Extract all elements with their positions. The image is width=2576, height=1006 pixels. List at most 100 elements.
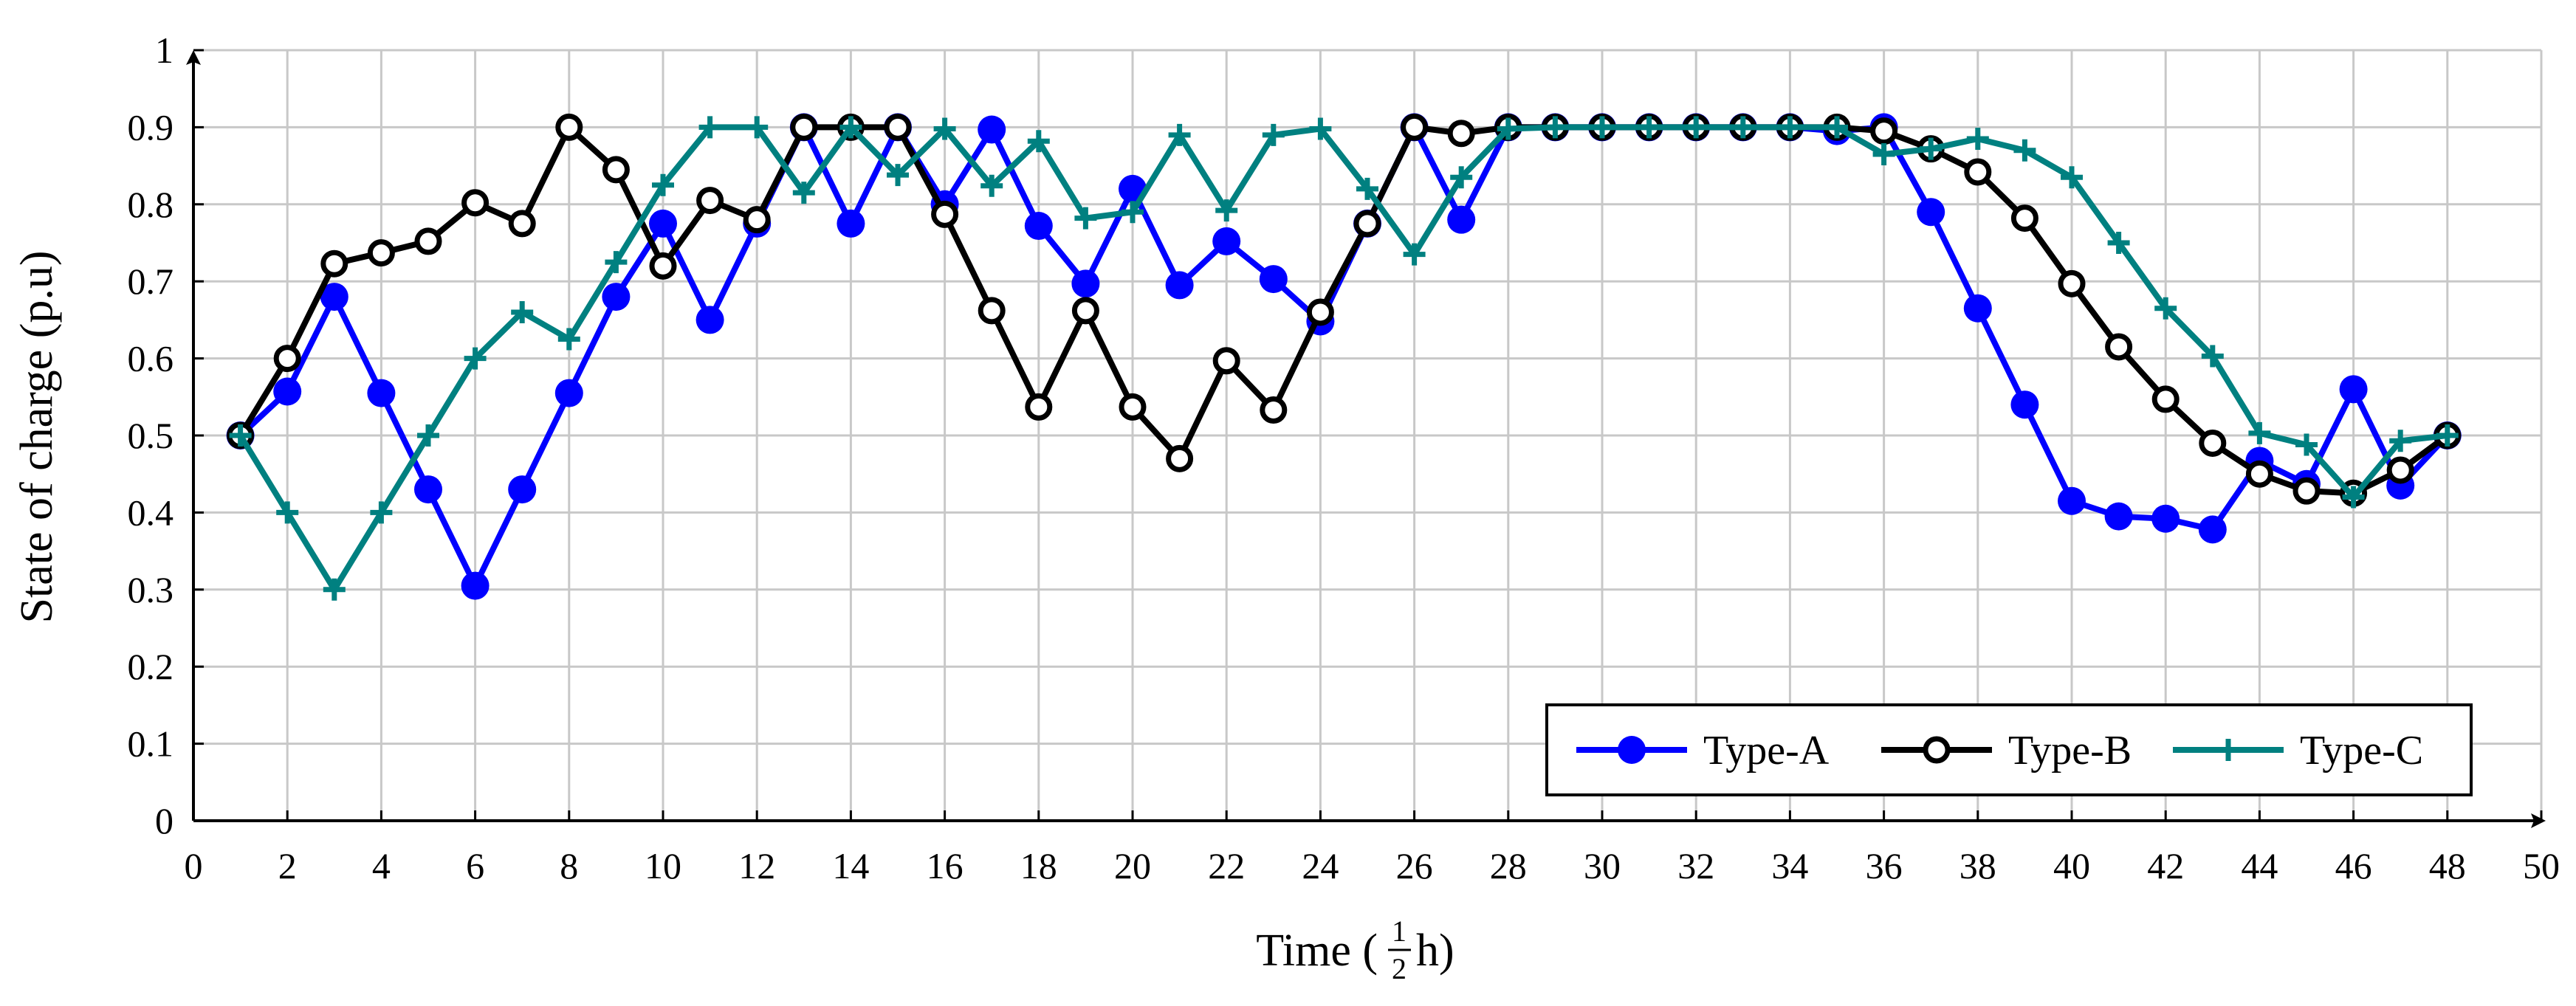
x-tick-label: 34	[1771, 845, 1808, 886]
legend-entry-type-b: Type-B	[1881, 728, 2132, 774]
x-tick-label: 40	[2053, 845, 2090, 886]
data-point	[1122, 201, 1144, 224]
y-axis-title: State of charge (p.u)	[12, 251, 62, 624]
data-point	[1447, 120, 1475, 148]
data-point	[1920, 137, 1943, 160]
data-point	[1544, 116, 1567, 139]
data-point	[1618, 736, 1646, 764]
data-point	[1964, 158, 1992, 186]
data-point	[273, 377, 302, 406]
data-point	[1872, 142, 1895, 165]
data-point	[2342, 486, 2365, 509]
data-point	[2201, 345, 2224, 368]
data-point	[2198, 515, 2227, 544]
x-tick-label: 46	[2335, 845, 2372, 886]
data-point	[1966, 128, 1989, 151]
y-tick-label: 0.1	[128, 723, 174, 765]
x-tick-label: 30	[1584, 845, 1621, 886]
x-axis-arrow	[2531, 813, 2546, 828]
data-point	[1685, 116, 1708, 139]
data-point	[417, 424, 439, 447]
legend-label: Type-C	[2300, 728, 2423, 774]
legend-box	[1545, 703, 2473, 796]
data-point	[273, 345, 301, 373]
data-point	[1212, 227, 1241, 255]
x-tick-label: 44	[2241, 845, 2278, 886]
x-axis-title-frac-num: 1	[1392, 914, 1407, 948]
x-tick-label: 26	[1396, 845, 1433, 886]
legend-label: Type-B	[2008, 728, 2132, 774]
data-point	[743, 206, 771, 234]
data-point	[414, 227, 442, 255]
legend-entry-type-a: Type-A	[1576, 728, 1830, 774]
data-point	[2058, 486, 2086, 515]
x-tick-label: 2	[278, 845, 297, 886]
data-point	[1215, 199, 1238, 222]
data-point	[605, 251, 628, 274]
y-tick-label: 0.7	[128, 261, 174, 302]
series-line-type-c	[238, 123, 2448, 596]
data-point	[1027, 130, 1050, 153]
y-tick-label: 0.5	[128, 415, 174, 456]
data-point	[2154, 297, 2177, 320]
x-tick-label: 32	[1677, 845, 1714, 886]
series-line-type-b	[238, 122, 2450, 497]
data-point	[1024, 212, 1053, 241]
data-point	[602, 283, 631, 311]
data-point	[790, 113, 818, 141]
data-point	[323, 578, 346, 601]
data-point	[1071, 269, 1100, 298]
data-point	[649, 209, 677, 238]
data-point	[2104, 502, 2133, 531]
data-point	[1074, 207, 1097, 230]
data-point	[887, 164, 909, 187]
data-point	[229, 424, 252, 447]
y-tick-label: 0.6	[128, 338, 174, 379]
data-point	[1119, 393, 1147, 421]
data-point	[933, 117, 956, 140]
x-tick-label: 42	[2147, 845, 2184, 886]
data-point	[2061, 166, 2083, 189]
data-point	[2436, 424, 2459, 447]
data-point	[602, 156, 630, 184]
x-tick-label: 48	[2429, 845, 2466, 886]
data-point	[652, 173, 674, 196]
series-type-b	[227, 113, 2462, 507]
y-tick-label: 0.2	[128, 646, 174, 687]
x-tick-label: 10	[645, 845, 681, 886]
data-point	[1826, 116, 1848, 139]
data-point	[2013, 139, 2036, 162]
x-tick-label: 18	[1020, 845, 1057, 886]
data-point	[2151, 385, 2180, 413]
data-point	[508, 475, 537, 504]
y-axis-arrow	[186, 50, 201, 65]
data-point	[370, 501, 393, 524]
data-point	[2389, 430, 2412, 452]
data-point	[837, 209, 865, 238]
data-point	[695, 306, 724, 334]
data-point	[320, 283, 348, 311]
data-point	[1212, 347, 1240, 375]
data-point	[2107, 232, 2130, 254]
data-point	[2217, 739, 2239, 761]
data-point	[511, 300, 534, 323]
x-tick-label: 12	[738, 845, 775, 886]
data-point	[557, 328, 580, 351]
data-point	[367, 379, 396, 407]
data-point	[978, 115, 1006, 144]
data-point	[1447, 205, 1476, 234]
data-point	[1497, 117, 1519, 140]
x-tick-label: 8	[560, 845, 578, 886]
data-point	[276, 501, 299, 524]
data-point	[746, 116, 769, 139]
y-tick-label: 0.3	[128, 569, 174, 610]
x-axis-title-prefix: Time (	[1256, 926, 1378, 976]
data-point	[1356, 177, 1378, 200]
data-point	[839, 116, 862, 139]
data-point	[2151, 504, 2180, 533]
data-point	[1923, 736, 1951, 764]
data-point	[1870, 117, 1898, 145]
data-point	[1262, 123, 1285, 146]
data-point	[884, 113, 912, 141]
